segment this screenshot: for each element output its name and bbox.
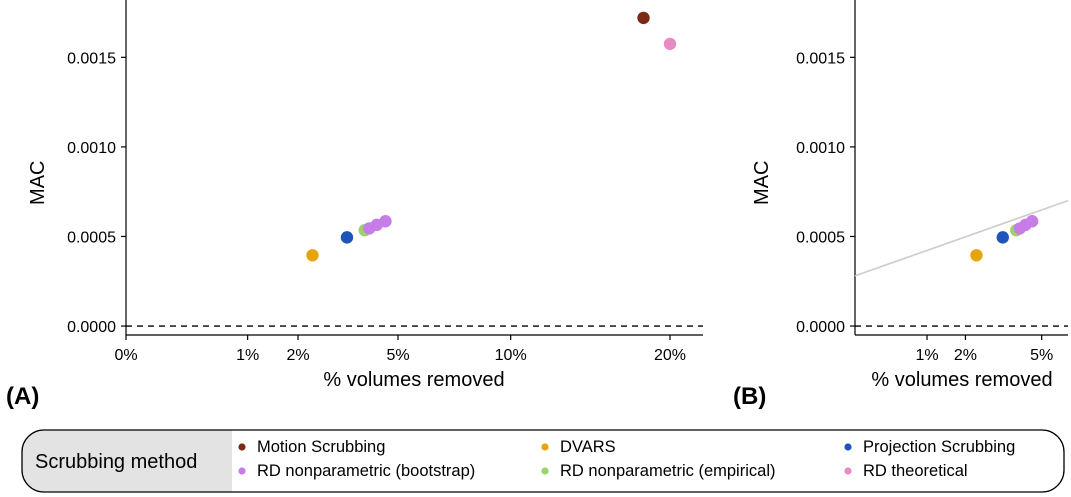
y-tick-label: 0.0000 xyxy=(796,319,845,336)
x-tick-label: 5% xyxy=(386,347,409,364)
data-point xyxy=(379,215,392,228)
data-point xyxy=(1025,215,1039,228)
panel-label-b: (B) xyxy=(733,383,766,410)
x-tick-label: 1% xyxy=(915,347,938,364)
data-point xyxy=(306,249,319,262)
x-tick-label: 2% xyxy=(954,347,977,364)
x-tick-label: 10% xyxy=(495,347,527,364)
y-tick-label: 0.0010 xyxy=(67,140,116,157)
x-tick-label: 2% xyxy=(286,347,309,364)
legend-marker xyxy=(844,467,852,475)
data-point xyxy=(340,231,354,244)
legend: Scrubbing method Motion Scrubbing DVARS Pr… xyxy=(21,429,1065,493)
legend-item-label: DVARS xyxy=(560,438,616,456)
x-tick-label: 0% xyxy=(114,347,137,364)
x-axis-title: % volumes removed xyxy=(871,369,1052,391)
legend-border xyxy=(21,429,1065,493)
legend-marker xyxy=(238,443,246,451)
legend-marker xyxy=(844,443,852,451)
legend-marker xyxy=(541,443,549,451)
x-tick-label: 1% xyxy=(236,347,259,364)
y-tick-label: 0.0015 xyxy=(796,50,845,67)
y-axis-title: MAC xyxy=(751,161,773,205)
legend-item-label: Motion Scrubbing xyxy=(257,438,385,456)
legend-item-label: RD nonparametric (bootstrap) xyxy=(257,462,475,480)
data-point xyxy=(663,37,677,51)
x-tick-label: 5% xyxy=(1030,347,1053,364)
trend-line xyxy=(854,199,1069,277)
legend-item-label: RD theoretical xyxy=(863,462,968,480)
y-tick-label: 0.0005 xyxy=(796,229,845,246)
legend-title: Scrubbing method xyxy=(35,451,197,473)
x-axis-title: % volumes removed xyxy=(323,369,504,391)
y-tick-label: 0.0005 xyxy=(67,229,116,246)
y-tick-label: 0.0000 xyxy=(67,319,116,336)
legend-item-label: Projection Scrubbing xyxy=(863,438,1015,456)
y-tick-label: 0.0015 xyxy=(67,50,116,67)
legend-title-background xyxy=(22,430,232,492)
data-point xyxy=(637,11,650,25)
legend-marker xyxy=(541,467,549,475)
y-tick-label: 0.0010 xyxy=(796,140,845,157)
y-axis-title: MAC xyxy=(27,161,49,205)
x-tick-label: 20% xyxy=(654,347,686,364)
data-point xyxy=(996,231,1009,244)
legend-items: Motion Scrubbing DVARS Projection Scrubbin… xyxy=(238,438,1015,480)
panel-a: 0.0000 0.0005 0.0010 0.0015 0% 1% 2% 5% 10% 20% % … xyxy=(27,0,703,391)
legend-marker xyxy=(238,467,246,475)
legend-item-label: RD nonparametric (empirical) xyxy=(560,462,775,480)
panel-b: 0.0000 0.0005 0.0010 0.0015 1% 2% 5% % volumes … xyxy=(751,0,1069,391)
data-point xyxy=(970,249,983,262)
panel-label-a: (A) xyxy=(6,383,39,410)
